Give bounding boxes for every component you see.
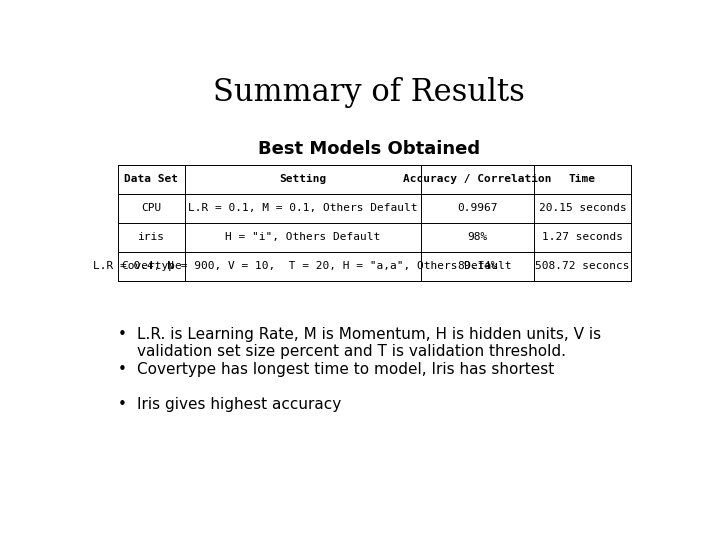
Text: 98%: 98% [467,232,487,242]
Text: Data Set: Data Set [125,174,179,184]
Text: Accuracy / Correlation: Accuracy / Correlation [403,174,552,184]
Text: H = "i", Others Default: H = "i", Others Default [225,232,380,242]
Text: 0.9967: 0.9967 [457,203,498,213]
Text: L.R. is Learning Rate, M is Momentum, H is hidden units, V is
validation set siz: L.R. is Learning Rate, M is Momentum, H … [138,327,601,359]
Text: 20.15 seconds: 20.15 seconds [539,203,626,213]
Text: 89.14%: 89.14% [457,261,498,272]
Text: •: • [118,397,127,413]
Text: Best Models Obtained: Best Models Obtained [258,140,480,158]
Text: Setting: Setting [279,174,326,184]
Text: 1.27 seconds: 1.27 seconds [542,232,623,242]
Text: •: • [118,327,127,342]
Text: L.R = 0.1, M = 0.1, Others Default: L.R = 0.1, M = 0.1, Others Default [188,203,418,213]
Text: Time: Time [569,174,596,184]
Text: Iris gives highest accuracy: Iris gives highest accuracy [138,397,342,413]
Text: •: • [118,362,127,377]
Text: Covertype has longest time to model, Iris has shortest: Covertype has longest time to model, Iri… [138,362,554,377]
Text: Covertype: Covertype [121,261,181,272]
Text: Summary of Results: Summary of Results [213,77,525,109]
Text: 508.72 seconcs: 508.72 seconcs [535,261,630,272]
Text: CPU: CPU [141,203,161,213]
Text: iris: iris [138,232,165,242]
Text: L.R = 0.4, N = 900, V = 10,  T = 20, H = "a,a", Others Default: L.R = 0.4, N = 900, V = 10, T = 20, H = … [94,261,512,272]
